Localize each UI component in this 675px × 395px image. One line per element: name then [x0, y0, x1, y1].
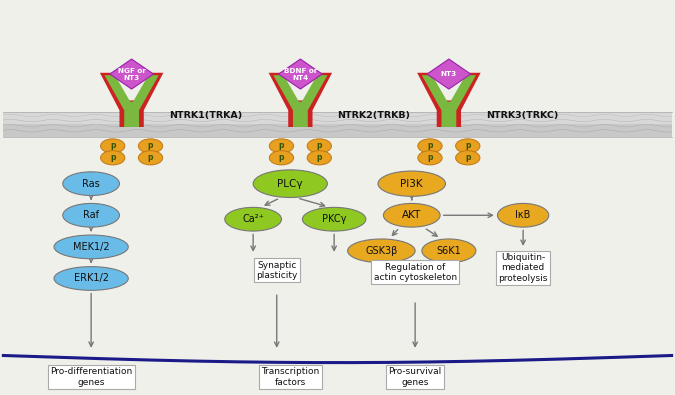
Circle shape [307, 139, 331, 153]
Circle shape [101, 139, 125, 153]
Text: Synaptic
plasticity: Synaptic plasticity [256, 261, 298, 280]
Circle shape [456, 150, 480, 165]
Text: PI3K: PI3K [400, 179, 423, 189]
Polygon shape [269, 73, 332, 127]
Text: p: p [317, 153, 322, 162]
Text: p: p [110, 141, 115, 150]
Circle shape [418, 150, 442, 165]
Text: p: p [110, 153, 115, 162]
Text: NGF or
NT3: NGF or NT3 [117, 68, 146, 81]
Ellipse shape [54, 235, 128, 259]
Polygon shape [273, 75, 327, 127]
Text: p: p [317, 141, 322, 150]
Polygon shape [279, 59, 322, 89]
Text: Ras: Ras [82, 179, 100, 189]
Circle shape [101, 150, 125, 165]
Circle shape [307, 150, 331, 165]
Text: S6K1: S6K1 [437, 246, 461, 256]
Circle shape [456, 139, 480, 153]
Text: p: p [279, 141, 284, 150]
Ellipse shape [422, 239, 476, 263]
Text: p: p [148, 153, 153, 162]
Polygon shape [105, 75, 159, 127]
Polygon shape [100, 73, 163, 127]
Text: p: p [148, 141, 153, 150]
Text: p: p [465, 153, 470, 162]
Text: NTRK1(TRKA): NTRK1(TRKA) [169, 111, 242, 120]
Text: Pro-differentiation
genes: Pro-differentiation genes [50, 367, 132, 387]
Text: NTRK3(TRKC): NTRK3(TRKC) [486, 111, 558, 120]
Ellipse shape [348, 239, 415, 263]
Text: AKT: AKT [402, 210, 421, 220]
Ellipse shape [253, 170, 327, 198]
Text: IκB: IκB [516, 210, 531, 220]
Text: p: p [279, 153, 284, 162]
Text: Ubiquitin-
mediated
proteolysis: Ubiquitin- mediated proteolysis [498, 253, 548, 282]
Polygon shape [427, 59, 470, 89]
Text: PLCγ: PLCγ [277, 179, 303, 189]
Circle shape [269, 150, 294, 165]
Ellipse shape [63, 203, 119, 227]
Ellipse shape [497, 203, 549, 227]
Text: GSK3β: GSK3β [365, 246, 398, 256]
Text: Ca²⁺: Ca²⁺ [242, 214, 264, 224]
Ellipse shape [383, 203, 440, 227]
Ellipse shape [378, 171, 446, 196]
Ellipse shape [302, 207, 366, 231]
Text: Regulation of
actin cytoskeleton: Regulation of actin cytoskeleton [373, 263, 457, 282]
Ellipse shape [63, 172, 119, 196]
Text: p: p [465, 141, 470, 150]
Circle shape [138, 139, 163, 153]
Polygon shape [422, 75, 476, 127]
Ellipse shape [225, 207, 281, 231]
Ellipse shape [54, 267, 128, 290]
Text: PKCγ: PKCγ [322, 214, 346, 224]
Bar [3, 111, 672, 124]
Text: p: p [427, 153, 433, 162]
Polygon shape [417, 73, 481, 127]
Text: Pro-survival
genes: Pro-survival genes [389, 367, 441, 387]
Text: p: p [427, 141, 433, 150]
Circle shape [138, 150, 163, 165]
Text: NT3: NT3 [441, 71, 457, 77]
Bar [3, 124, 672, 137]
Text: Transcription
factors: Transcription factors [261, 367, 319, 387]
Circle shape [418, 139, 442, 153]
Text: MEK1/2: MEK1/2 [73, 242, 109, 252]
Text: NTRK2(TRKB): NTRK2(TRKB) [338, 111, 410, 120]
Polygon shape [110, 59, 153, 89]
Text: BDNF or
NT4: BDNF or NT4 [284, 68, 317, 81]
Text: Raf: Raf [83, 210, 99, 220]
Text: ERK1/2: ERK1/2 [74, 273, 109, 284]
Circle shape [269, 139, 294, 153]
